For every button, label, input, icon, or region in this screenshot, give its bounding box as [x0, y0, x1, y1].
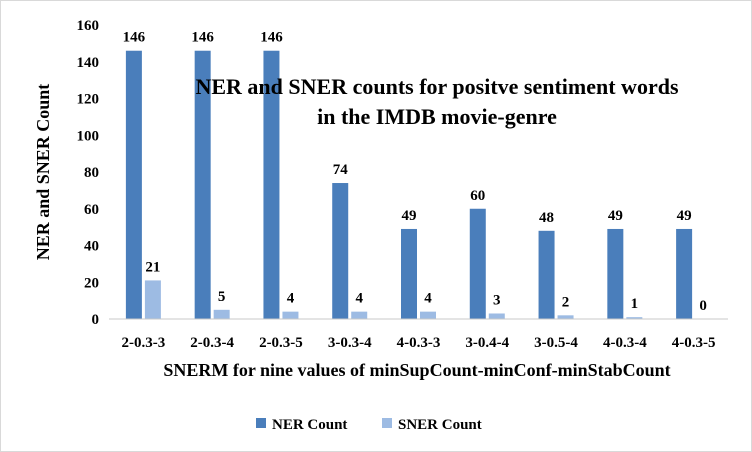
bar-sner-3-0.4-4 — [488, 313, 505, 319]
x-tick-label: 3-0.3-4 — [328, 335, 372, 351]
x-tick-label: 2-0.3-5 — [259, 335, 303, 351]
data-labels: 146 21 146 5 146 4 74 4 49 4 60 3 48 2 49 1 49 0 — [123, 30, 707, 314]
x-tick-label: 3-0.4-4 — [465, 335, 509, 351]
legend: NER Count SNER Count — [256, 417, 482, 433]
legend-swatch-sner — [382, 418, 392, 428]
data-label-sner-4-0.3-5: 0 — [699, 298, 707, 314]
data-label-ner-3-0.5-4: 48 — [539, 210, 554, 226]
chart-title-line-1: NER and SNER counts for positve sentimen… — [195, 74, 678, 99]
data-label-ner-4-0.3-5: 49 — [677, 208, 692, 224]
bar-sner-4-0.3-3 — [420, 311, 436, 319]
bar-ner-2-0.3-3 — [125, 50, 142, 319]
legend-label-ner: NER Count — [272, 417, 347, 433]
x-tick-labels: 2-0.3-3 2-0.3-4 2-0.3-5 3-0.3-4 4-0.3-3 3-0.4… — [122, 335, 716, 351]
y-tick-label: 80 — [84, 165, 99, 181]
x-tick-label: 3-0.5-4 — [534, 335, 578, 351]
x-tick-label: 4-0.3-3 — [397, 335, 441, 351]
bar-ner-2-0.3-4 — [194, 50, 211, 319]
bar-ner-3-0.3-4 — [332, 183, 349, 319]
y-tick-label: 160 — [77, 18, 100, 34]
y-tick-label: 0 — [92, 312, 100, 328]
y-tick-label: 140 — [77, 55, 100, 71]
data-label-sner-4-0.3-4: 1 — [631, 296, 639, 312]
bar-ner-4-0.3-3 — [401, 228, 417, 319]
data-label-ner-2-0.3-3: 146 — [123, 30, 146, 46]
bar-ner-4-0.3-4 — [607, 228, 624, 319]
bars-layer — [125, 50, 693, 319]
legend-swatch-ner — [256, 418, 266, 428]
bar-ner-3-0.4-4 — [469, 208, 486, 319]
x-axis-label: SNERM for nine values of minSupCount-min… — [163, 360, 670, 380]
data-label-sner-4-0.3-3: 4 — [424, 291, 432, 307]
data-label-ner-2-0.3-4: 146 — [191, 30, 214, 46]
data-label-ner-3-0.3-4: 74 — [333, 162, 349, 178]
y-tick-label: 120 — [77, 92, 100, 108]
bar-ner-2-0.3-5 — [263, 50, 280, 319]
x-tick-label: 2-0.3-4 — [190, 335, 234, 351]
bar-ner-4-0.3-5 — [676, 228, 693, 319]
legend-label-sner: SNER Count — [398, 417, 482, 433]
x-tick-label: 2-0.3-3 — [122, 335, 166, 351]
data-label-ner-4-0.3-4: 49 — [608, 208, 623, 224]
x-tick-label: 4-0.3-5 — [672, 335, 716, 351]
y-tick-label: 100 — [77, 128, 100, 144]
bar-sner-2-0.3-4 — [213, 309, 230, 319]
bar-sner-3-0.5-4 — [557, 315, 574, 319]
bar-sner-3-0.3-4 — [351, 311, 368, 319]
y-tick-labels: 0 20 40 60 80 100 120 140 160 — [77, 18, 100, 328]
x-tick-label: 4-0.3-4 — [603, 335, 647, 351]
y-axis-label: NER and SNER Count — [33, 84, 53, 261]
data-label-sner-3-0.3-4: 4 — [355, 291, 363, 307]
y-tick-label: 20 — [84, 275, 99, 291]
data-label-sner-3-0.4-4: 3 — [493, 292, 501, 308]
data-label-sner-2-0.3-3: 21 — [145, 259, 160, 275]
data-label-ner-3-0.4-4: 60 — [470, 188, 485, 204]
bar-sner-4-0.3-4 — [626, 317, 643, 319]
data-label-sner-2-0.3-4: 5 — [218, 289, 226, 305]
data-label-ner-4-0.3-3: 49 — [402, 208, 417, 224]
data-label-sner-3-0.5-4: 2 — [562, 294, 570, 310]
data-label-ner-2-0.3-5: 146 — [260, 30, 283, 46]
chart-title-line-2: in the IMDB movie-genre — [317, 104, 557, 129]
y-tick-label: 40 — [84, 239, 99, 255]
bar-sner-2-0.3-5 — [282, 311, 299, 319]
data-label-sner-2-0.3-5: 4 — [287, 291, 295, 307]
bar-ner-3-0.5-4 — [538, 230, 555, 319]
y-tick-label: 60 — [84, 202, 99, 218]
bar-sner-2-0.3-3 — [144, 280, 161, 319]
